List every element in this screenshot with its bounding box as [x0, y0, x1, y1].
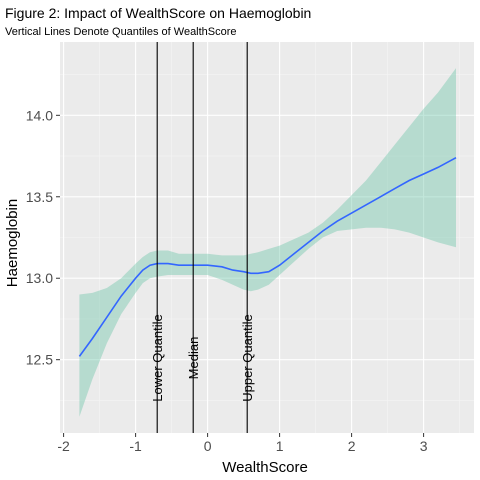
quantile-label: Upper Quantile	[240, 314, 255, 401]
y-tick-label: 14.0	[26, 107, 53, 123]
quantile-label: Median	[186, 337, 201, 380]
y-axis-ticks: 12.5 13.0 13.5 14.0	[26, 107, 60, 368]
x-tick-label: -1	[129, 438, 142, 454]
series-line	[78, 156, 457, 357]
quantile-label: Lower Quantile	[150, 314, 165, 401]
x-tick-label: -2	[57, 438, 70, 454]
chart-subtitle: Vertical Lines Denote Quantiles of Wealt…	[5, 26, 237, 38]
x-tick-label: 3	[420, 438, 428, 454]
y-axis-title: Haemoglobin	[4, 199, 21, 287]
x-tick-label: 0	[204, 438, 212, 454]
chart-title: Figure 2: Impact of WealthScore on Haemo…	[5, 5, 311, 21]
quantile-lines: Lower Quantile Median Upper Quantile	[150, 42, 255, 433]
grid	[60, 42, 474, 433]
x-tick-label: 2	[348, 438, 356, 454]
y-tick-label: 12.5	[26, 352, 53, 368]
y-tick-label: 13.0	[26, 270, 53, 286]
x-tick-label: 1	[276, 438, 284, 454]
x-axis-title: WealthScore	[222, 459, 308, 476]
y-tick-label: 13.5	[26, 189, 53, 205]
x-axis-ticks: -2 -1 0 1 2 3	[57, 433, 428, 454]
